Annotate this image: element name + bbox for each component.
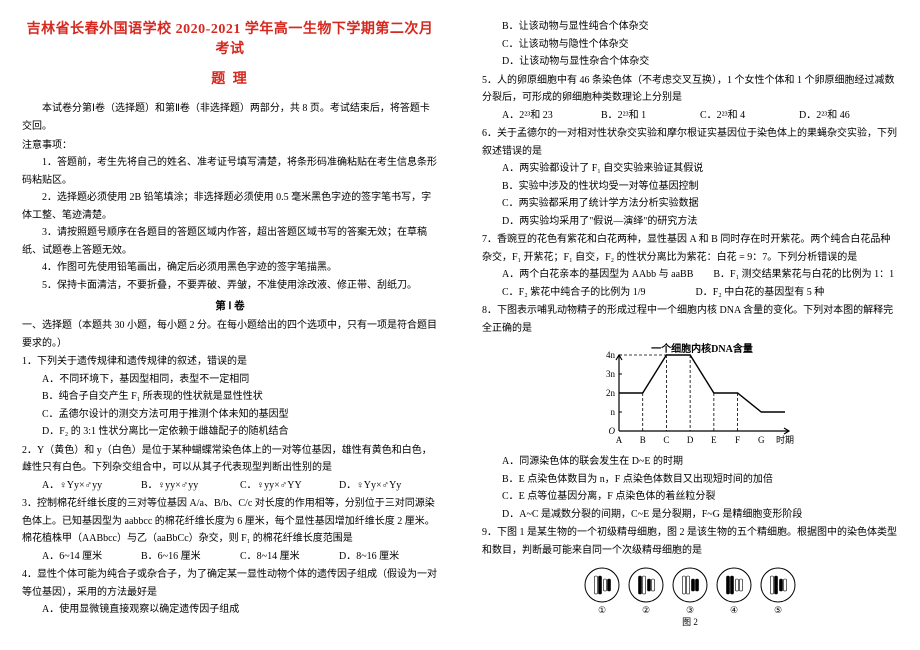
notice-3: 3．请按照题号顺序在各题目的答题区域内作答，超出答题区域书写的答案无效；在草稿纸… — [22, 224, 438, 259]
svg-text:2n: 2n — [606, 388, 616, 398]
q5-opts: A．2²³和 23 B．2²³和 1 C．2²³和 4 D．2²³和 46 — [482, 107, 898, 125]
q2-opts: A．♀Yy×♂yy B．♀yy×♂yy C．♀yy×♂YY D．♀Yy×♂Yy — [22, 477, 438, 495]
svg-text:n: n — [611, 407, 616, 417]
section-1-desc: 一、选择题（本题共 30 小题，每小题 2 分。在每小题给出的四个选项中，只有一… — [22, 317, 438, 352]
title-sub: 题 理 — [22, 68, 438, 88]
dna-chart-svg: 一个细胞内核DNA含量 4n 3n 2n nOA B C D E F G 时期 — [585, 341, 795, 451]
fig2-label: 图 2 — [682, 615, 698, 628]
q7-stem: 7．香豌豆的花色有紫花和白花两种，显性基因 A 和 B 同时存在时开紫花。两个纯… — [482, 231, 898, 266]
q6-opt-d: D．两实验均采用了"假说—演绎"的研究方法 — [482, 213, 898, 231]
svg-text:F: F — [735, 435, 740, 445]
q3-opt-b: B．6~16 厘米 — [141, 548, 240, 566]
svg-text:4n: 4n — [606, 350, 616, 360]
q4-opt-c: C．让该动物与隐性个体杂交 — [482, 36, 898, 54]
q2-opt-d: D．♀Yy×♂Yy — [339, 477, 438, 495]
intro-text: 本试卷分第Ⅰ卷（选择题）和第Ⅱ卷（非选择题）两部分，共 8 页。考试结束后，将答… — [22, 100, 438, 135]
q1-opt-c: C．孟德尔设计的测交方法可用于推测个体未知的基因型 — [22, 406, 438, 424]
q6-opt-a: A．两实验都设计了 F₁ 自交实验来验证其假说 — [482, 160, 898, 178]
notice-4: 4．作图可先使用铅笔画出，确定后必须用黑色字迹的签字笔描黑。 — [22, 259, 438, 277]
q5-opt-a: A．2²³和 23 — [502, 107, 601, 125]
q2-opt-b: B．♀yy×♂yy — [141, 477, 240, 495]
q1-stem: 1．下列关于遗传规律和遗传规律的叙述，错误的是 — [22, 353, 438, 371]
q3-stem: 3．控制棉花纤维长度的三对等位基因 A/a、B/b、C/c 对长度的作用相等，分… — [22, 495, 438, 548]
q6-stem: 6．关于孟德尔的一对相对性状杂交实验和摩尔根证实基因位于染色体上的果蝇杂交实验，… — [482, 125, 898, 160]
q2-opt-a: A．♀Yy×♂yy — [42, 477, 141, 495]
svg-text:E: E — [711, 435, 717, 445]
svg-text:①: ① — [598, 605, 606, 613]
q7-opt-cd: C．F₂ 紫花中纯合子的比例为 1/9 D．F₂ 中白花的基因型有 5 种 — [482, 284, 898, 302]
q7-opt-ab: A．两个白花亲本的基因型为 AAbb 与 aaBB B．F₁ 测交结果紫花与白花… — [482, 266, 898, 284]
q4-opt-d: D．让该动物与显性杂合个体杂交 — [482, 53, 898, 71]
q3-opt-c: C．8~14 厘米 — [240, 548, 339, 566]
svg-text:O: O — [609, 426, 616, 436]
q9-stem: 9．下图 1 是某生物的一个初级精母细胞，图 2 是该生物的五个精细胞。根据图中… — [482, 524, 898, 559]
q3-opt-d: D．8~16 厘米 — [339, 548, 438, 566]
q1-opt-d: D．F₂ 的 3:1 性状分离比一定依赖于雌雄配子的随机结合 — [22, 423, 438, 441]
q1-opt-a: A．不同环境下，基因型相同，表型不一定相同 — [22, 371, 438, 389]
dna-chart: 一个细胞内核DNA含量 4n 3n 2n nOA B C D E F G 时期 — [482, 341, 898, 451]
q3-opts: A．6~14 厘米 B．6~16 厘米 C．8~14 厘米 D．8~16 厘米 — [22, 548, 438, 566]
svg-text:D: D — [687, 435, 694, 445]
q8-opt-a: A．同源染色体的联会发生在 D~E 的时期 — [482, 453, 898, 471]
svg-text:B: B — [640, 435, 646, 445]
q3-opt-a: A．6~14 厘米 — [42, 548, 141, 566]
svg-text:A: A — [616, 435, 623, 445]
svg-text:④: ④ — [730, 605, 738, 613]
svg-text:G: G — [758, 435, 765, 445]
svg-text:一个细胞内核DNA含量: 一个细胞内核DNA含量 — [651, 342, 753, 355]
q5-opt-b: B．2²³和 1 — [601, 107, 700, 125]
fig2-svg: ① ② ③ ④ ⑤ — [580, 565, 800, 613]
q8-opt-d: D．A~C 是减数分裂的间期，C~E 是分裂期，F~G 是精细胞变形阶段 — [482, 506, 898, 524]
q6-opt-c: C．两实验都采用了统计学方法分析实验数据 — [482, 195, 898, 213]
q8-opt-b: B．E 点染色体数目为 n，F 点染色体数目又出现短时间的加倍 — [482, 471, 898, 489]
q5-opt-d: D．2²³和 46 — [799, 107, 898, 125]
q2-stem: 2．Y（黄色）和 y（白色）是位于某种蝴蝶常染色体上的一对等位基因，雄性有黄色和… — [22, 442, 438, 477]
right-column: B．让该动物与显性纯合个体杂交 C．让该动物与隐性个体杂交 D．让该动物与显性杂… — [460, 0, 920, 650]
q4-stem: 4．显性个体可能为纯合子或杂合子，为了确定某一显性动物个体的遗传因子组成（假设为… — [22, 566, 438, 601]
title-main: 吉林省长春外国语学校 2020-2021 学年高一生物下学期第二次月考试 — [22, 18, 438, 58]
q1-opt-b: B．纯合子自交产生 F₁ 所表现的性状就是显性性状 — [22, 388, 438, 406]
notice-2: 2．选择题必须使用 2B 铅笔填涂；非选择题必须使用 0.5 毫米黑色字迹的签字… — [22, 189, 438, 224]
q2-opt-c: C．♀yy×♂YY — [240, 477, 339, 495]
svg-text:C: C — [663, 435, 669, 445]
notice-5: 5．保持卡面清洁，不要折叠，不要弄破、弄皱，不准使用涂改液、修正带、刮纸刀。 — [22, 277, 438, 295]
svg-text:②: ② — [642, 605, 650, 613]
q6-opt-b: B．实验中涉及的性状均受一对等位基因控制 — [482, 178, 898, 196]
page-root: 吉林省长春外国语学校 2020-2021 学年高一生物下学期第二次月考试 题 理… — [0, 0, 920, 650]
q8-stem: 8．下图表示哺乳动物精子的形成过程中一个细胞内核 DNA 含量的变化。下列对本图… — [482, 302, 898, 337]
left-column: 吉林省长春外国语学校 2020-2021 学年高一生物下学期第二次月考试 题 理… — [0, 0, 460, 650]
q4-opt-a: A．使用显微镜直接观察以确定遗传因子组成 — [22, 601, 438, 619]
q8-opt-c: C．E 点等位基因分离，F 点染色体的着丝粒分裂 — [482, 488, 898, 506]
q4-opt-b: B．让该动物与显性纯合个体杂交 — [482, 18, 898, 36]
notice-heading: 注意事项： — [22, 137, 438, 154]
svg-text:时期: 时期 — [776, 434, 794, 445]
q5-stem: 5．人的卵原细胞中有 46 条染色体（不考虑交叉互换），1 个女性个体和 1 个… — [482, 72, 898, 107]
notice-1: 1．答题前，考生先将自己的姓名、准考证号填写清楚，将条形码准确粘贴在考生信息条形… — [22, 154, 438, 189]
svg-text:3n: 3n — [606, 369, 616, 379]
svg-text:③: ③ — [686, 605, 694, 613]
section-1-head: 第 Ⅰ 卷 — [22, 298, 438, 313]
q5-opt-c: C．2²³和 4 — [700, 107, 799, 125]
fig2: ① ② ③ ④ ⑤ 图 2 — [482, 565, 898, 628]
svg-text:⑤: ⑤ — [774, 605, 782, 613]
